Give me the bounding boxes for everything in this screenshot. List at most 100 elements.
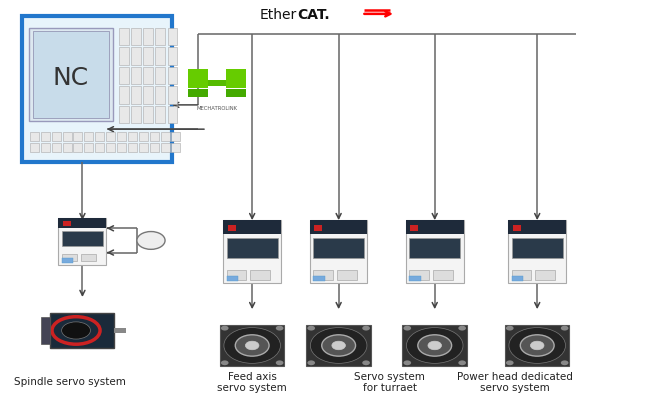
- Bar: [155, 107, 165, 124]
- Bar: [512, 276, 523, 281]
- Bar: [313, 271, 333, 280]
- Bar: [512, 271, 532, 280]
- Circle shape: [307, 360, 315, 365]
- Bar: [208, 80, 226, 87]
- Bar: [33, 32, 109, 119]
- Circle shape: [362, 360, 370, 365]
- Circle shape: [224, 328, 280, 363]
- Circle shape: [137, 232, 165, 250]
- Bar: [227, 271, 246, 280]
- Bar: [188, 70, 208, 88]
- Bar: [131, 87, 140, 104]
- Circle shape: [322, 335, 356, 356]
- Bar: [155, 68, 165, 85]
- Circle shape: [520, 335, 554, 356]
- Bar: [536, 271, 555, 280]
- Bar: [409, 271, 429, 280]
- Bar: [58, 219, 107, 229]
- Text: Spindle servo system: Spindle servo system: [14, 376, 125, 386]
- Text: Power head dedicated
servo system: Power head dedicated servo system: [457, 371, 573, 392]
- Circle shape: [221, 326, 229, 331]
- Bar: [106, 133, 115, 142]
- Bar: [131, 68, 140, 85]
- Bar: [155, 29, 165, 46]
- Bar: [402, 325, 467, 366]
- Bar: [406, 221, 463, 283]
- Bar: [168, 87, 177, 104]
- Bar: [51, 313, 114, 348]
- Bar: [41, 133, 50, 142]
- Bar: [30, 133, 39, 142]
- Text: Feed axis
servo system: Feed axis servo system: [217, 371, 287, 392]
- Circle shape: [418, 335, 452, 356]
- Bar: [168, 48, 177, 66]
- Bar: [505, 325, 569, 366]
- Text: NC: NC: [53, 66, 89, 90]
- Circle shape: [561, 326, 569, 331]
- Bar: [161, 133, 170, 142]
- Bar: [188, 90, 208, 98]
- Bar: [228, 225, 235, 231]
- Text: CAT.: CAT.: [297, 8, 330, 22]
- Circle shape: [310, 328, 367, 363]
- Bar: [168, 29, 177, 46]
- Bar: [84, 133, 94, 142]
- Bar: [62, 232, 103, 247]
- Bar: [62, 133, 72, 142]
- Bar: [313, 276, 324, 281]
- Bar: [161, 144, 170, 153]
- Circle shape: [276, 326, 283, 331]
- Bar: [172, 133, 181, 142]
- Bar: [58, 219, 107, 265]
- Bar: [106, 144, 115, 153]
- Circle shape: [246, 341, 259, 350]
- Bar: [81, 255, 96, 262]
- Bar: [29, 29, 112, 122]
- Bar: [226, 70, 246, 88]
- Circle shape: [458, 360, 466, 365]
- Bar: [150, 133, 159, 142]
- Bar: [150, 144, 159, 153]
- Bar: [143, 68, 153, 85]
- Bar: [250, 271, 270, 280]
- Bar: [155, 87, 165, 104]
- Bar: [224, 221, 281, 234]
- Bar: [508, 221, 566, 283]
- Bar: [128, 133, 137, 142]
- Bar: [131, 107, 140, 124]
- Bar: [128, 144, 137, 153]
- Bar: [410, 225, 418, 231]
- Bar: [139, 133, 148, 142]
- Bar: [143, 48, 153, 66]
- FancyBboxPatch shape: [21, 17, 172, 162]
- Circle shape: [506, 360, 514, 365]
- Circle shape: [509, 328, 566, 363]
- Bar: [433, 271, 452, 280]
- Bar: [409, 238, 460, 258]
- Bar: [508, 221, 566, 234]
- Bar: [62, 258, 73, 263]
- Circle shape: [235, 335, 269, 356]
- Circle shape: [404, 360, 411, 365]
- Bar: [119, 87, 129, 104]
- Bar: [139, 144, 148, 153]
- Bar: [337, 271, 357, 280]
- Bar: [84, 144, 94, 153]
- Bar: [73, 144, 83, 153]
- Circle shape: [332, 341, 345, 350]
- Bar: [310, 221, 367, 234]
- Circle shape: [506, 326, 514, 331]
- Bar: [220, 325, 285, 366]
- Bar: [513, 225, 521, 231]
- Bar: [62, 144, 72, 153]
- Bar: [315, 225, 322, 231]
- Circle shape: [362, 326, 370, 331]
- Bar: [168, 107, 177, 124]
- Circle shape: [406, 328, 463, 363]
- Bar: [117, 144, 126, 153]
- Bar: [119, 48, 129, 66]
- Text: MECHATROLINK: MECHATROLINK: [196, 106, 237, 111]
- Circle shape: [458, 326, 466, 331]
- Bar: [143, 87, 153, 104]
- Bar: [62, 255, 77, 262]
